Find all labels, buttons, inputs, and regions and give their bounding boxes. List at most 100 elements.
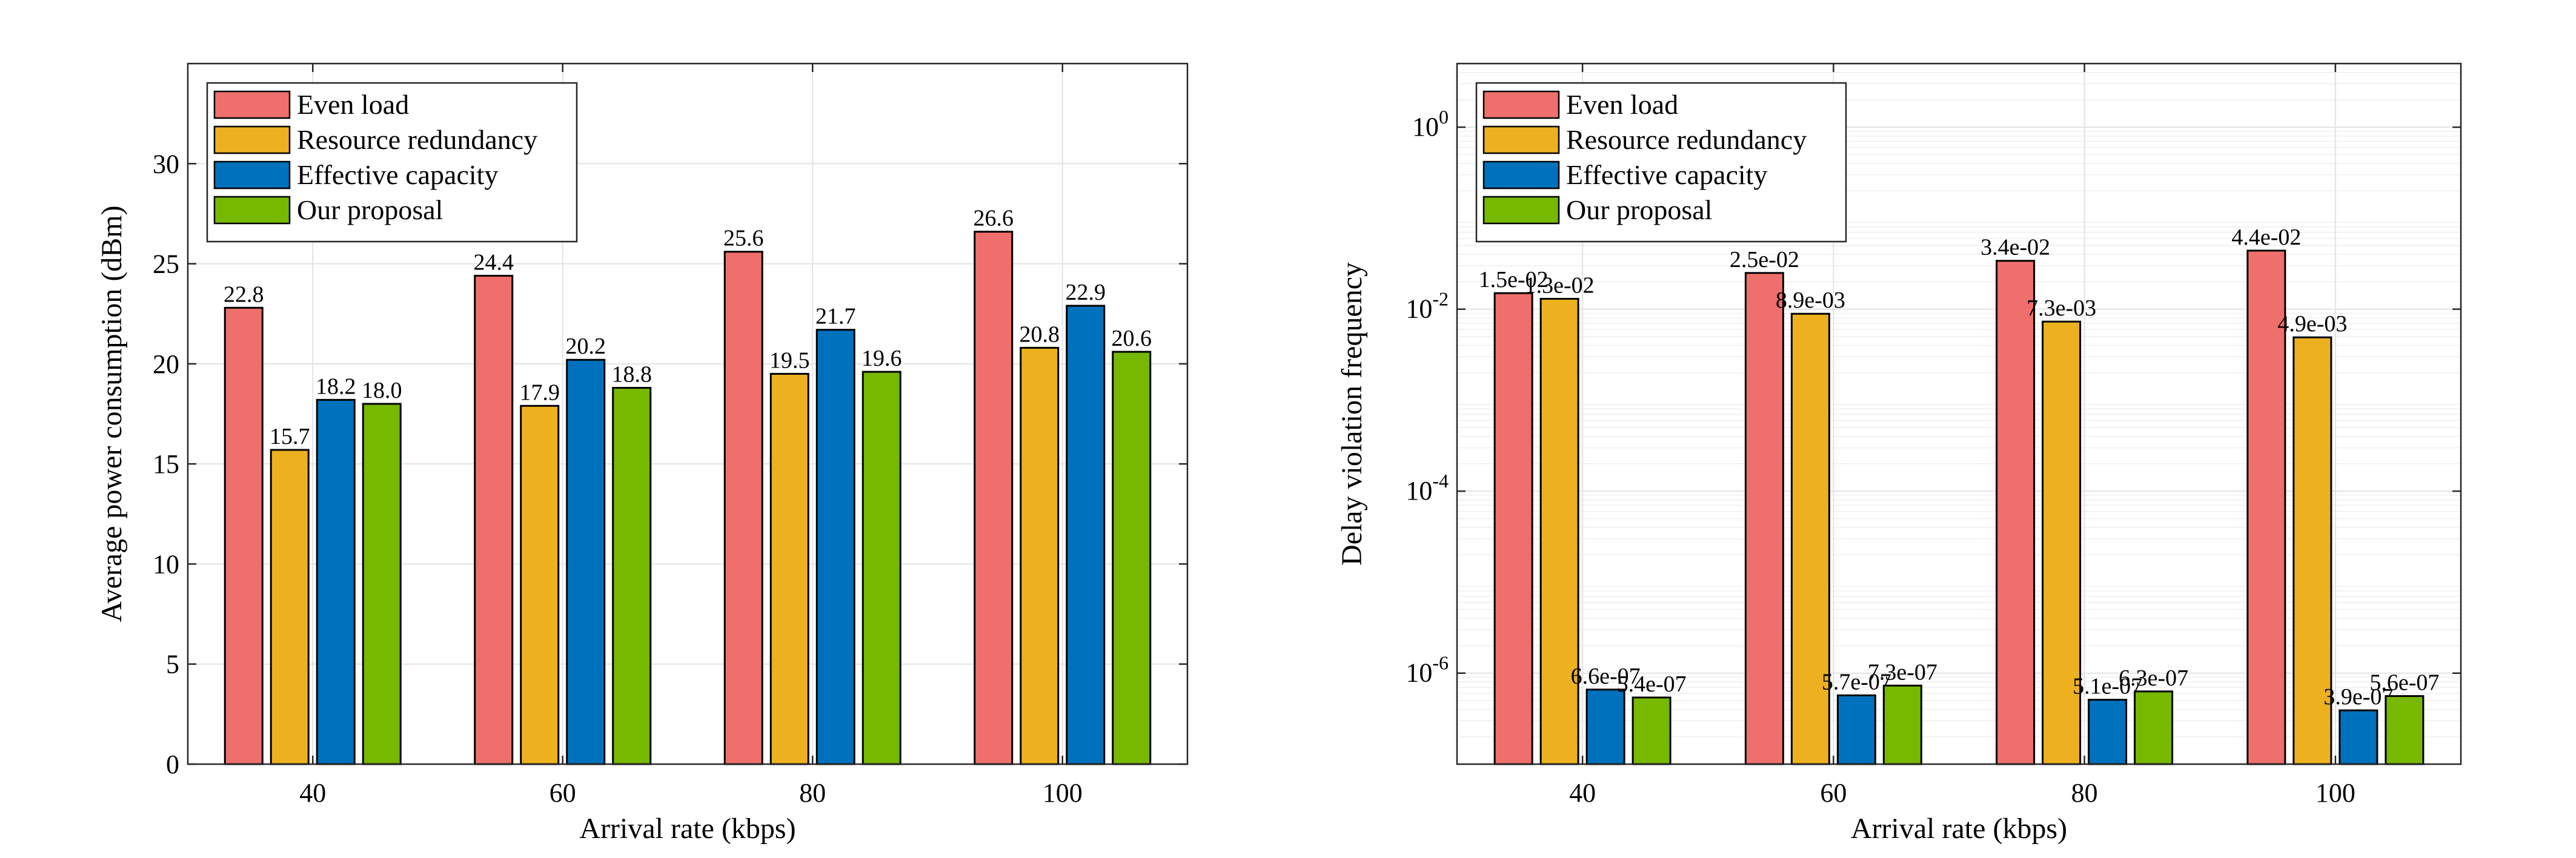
y-tick-label: 5 (166, 650, 179, 679)
plot-frame (1456, 62, 2462, 765)
x-tick-label: 80 (799, 778, 826, 808)
bar (1996, 260, 2036, 765)
bar (316, 398, 356, 765)
legend-swatch (1482, 160, 1560, 190)
legend-label: Effective capacity (297, 159, 498, 190)
x-tick-label: 100 (1043, 778, 1083, 808)
legend-label: Resource redundancy (1566, 124, 1807, 155)
bar (2088, 699, 2128, 765)
power-consumption-chart: 0 5 10 15 20 25 30 40 60 80 100 22.8 24.4 25.6 26.6 15.… (96, 62, 1189, 845)
data-label: 5.1e-07 (2073, 674, 2142, 699)
bar (769, 372, 809, 765)
legend-label: Our proposal (297, 194, 443, 225)
y-tick-label: 10-2 (1406, 288, 1449, 324)
y-tick-label: 10-6 (1406, 652, 1449, 688)
x-tick-label: 60 (1820, 778, 1847, 808)
legend-swatch (1482, 125, 1560, 154)
bar (566, 358, 606, 765)
y-tick-label: 10 (153, 549, 179, 579)
legend-swatch (1482, 90, 1560, 119)
bar (2339, 709, 2378, 765)
bar (974, 231, 1014, 765)
data-label: 8.9e-03 (1776, 288, 1845, 313)
data-label: 1.5e-02 (1479, 267, 1549, 292)
data-label: 20.8 (1020, 322, 1060, 347)
data-label: 19.6 (861, 346, 902, 371)
y-axis-label: Delay violation frequency (1336, 262, 1368, 566)
bar (224, 306, 264, 765)
y-tick-exponent: -6 (1432, 652, 1449, 674)
data-label: 18.8 (612, 362, 652, 388)
legend-label: Our proposal (1566, 194, 1712, 225)
y-tick-base: 10 (1406, 476, 1432, 506)
data-label: 18.2 (316, 374, 356, 399)
legend: Even load Resource redundancy Effective ca… (206, 82, 578, 243)
data-label: 20.2 (566, 334, 606, 359)
x-tick-label: 40 (299, 778, 326, 808)
y-tick-base: 10 (1412, 112, 1439, 142)
data-label: 4.4e-02 (2231, 225, 2301, 250)
legend-label: Even load (1566, 89, 1678, 120)
data-label: 17.9 (520, 380, 560, 405)
bar (474, 274, 514, 765)
bar (1539, 297, 1579, 765)
bar (2134, 690, 2174, 765)
y-axis-label: Average power consumption (dBm) (96, 205, 128, 622)
bar (861, 371, 901, 765)
y-tick-label: 25 (153, 249, 179, 279)
plot-frame (187, 62, 1189, 765)
y-tick-label: 10-4 (1406, 470, 1449, 506)
legend-swatch (1482, 196, 1560, 225)
y-tick-label: 15 (153, 449, 179, 479)
bar (1585, 688, 1625, 765)
x-axis-label: Arrival rate (kbps) (1851, 813, 2067, 845)
bar (520, 404, 560, 765)
data-label: 22.9 (1066, 280, 1106, 305)
y-tick-base: 10 (1406, 294, 1432, 324)
legend-swatch (213, 125, 291, 154)
bar (1836, 694, 1876, 765)
x-tick-label: 40 (1569, 778, 1596, 808)
data-label: 20.6 (1112, 326, 1152, 351)
data-label: 3.9e-07 (2323, 684, 2393, 710)
bar (612, 387, 652, 765)
bar (362, 403, 402, 765)
data-label: 19.5 (769, 348, 810, 373)
data-label: 7.3e-03 (2027, 295, 2096, 321)
y-tick-exponent: -4 (1432, 470, 1449, 492)
y-tick-exponent: -2 (1432, 288, 1449, 310)
data-label: 4.9e-03 (2277, 311, 2347, 337)
data-label: 7.3e-07 (1868, 659, 1937, 685)
x-axis-label: Arrival rate (kbps) (579, 813, 795, 845)
legend-label: Even load (297, 89, 409, 120)
x-tick-label: 80 (2071, 778, 2098, 808)
y-tick-label: 30 (153, 149, 179, 179)
legend: Even load Resource redundancy Effective ca… (1475, 82, 1847, 243)
bar (723, 251, 763, 765)
data-label: 21.7 (815, 304, 856, 329)
y-tick-label: 100 (1412, 106, 1449, 142)
bar (1790, 312, 1830, 765)
bar (1020, 346, 1060, 765)
bar (1882, 684, 1922, 765)
legend-label: Effective capacity (1566, 159, 1767, 190)
y-tick-label: 0 (166, 750, 179, 779)
data-label: 5.7e-07 (1822, 669, 1891, 695)
data-label: 15.7 (270, 424, 310, 449)
bar (815, 329, 855, 765)
bar (1744, 272, 1784, 765)
legend-swatch (213, 90, 291, 119)
y-tick-exponent: 0 (1439, 106, 1449, 128)
data-label: 6.3e-07 (2119, 665, 2188, 691)
legend-swatch (213, 196, 291, 225)
data-label: 26.6 (974, 206, 1014, 231)
bar (1066, 305, 1106, 765)
data-label: 1.3e-02 (1525, 272, 1595, 298)
x-tick-label: 60 (549, 778, 576, 808)
bar (2246, 249, 2286, 765)
legend-label: Resource redundancy (297, 124, 537, 155)
data-label: 22.8 (224, 282, 264, 307)
data-label: 5.6e-07 (2369, 670, 2439, 696)
